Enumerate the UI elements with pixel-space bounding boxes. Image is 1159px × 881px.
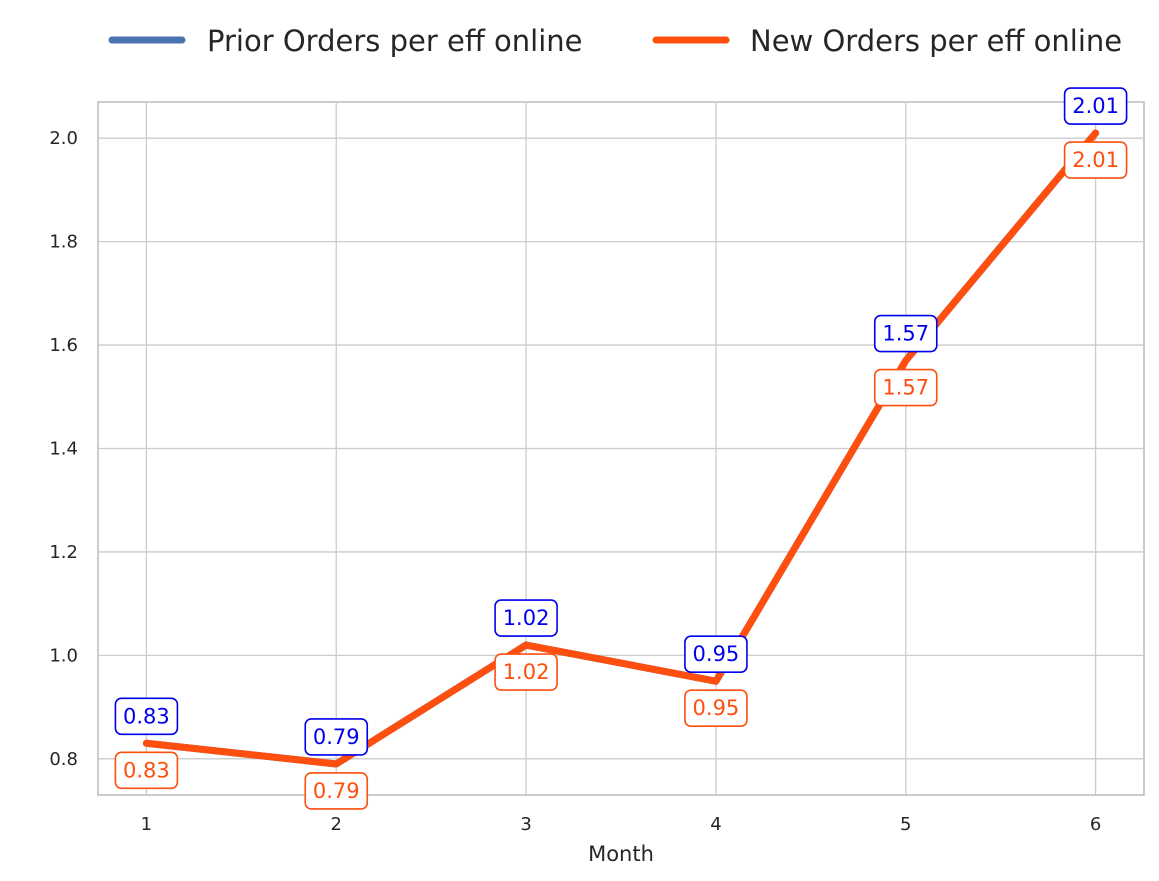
data-label-box xyxy=(873,314,938,353)
data-label-box xyxy=(114,697,179,736)
legend: Prior Orders per eff online New Orders p… xyxy=(108,24,1122,58)
y-tick-label: 2.0 xyxy=(49,128,78,149)
data-label-prior: 0.83 xyxy=(114,697,179,736)
data-label-box xyxy=(304,772,369,810)
data-label-new: 0.95 xyxy=(684,689,748,728)
plot-area: 1 2 3 4 5 6 0.8 1.0 1.2 1.4 1.6 1.8 2.0 0.83 0.79 1.02 0… xyxy=(49,87,1145,835)
x-tick-label: 2 xyxy=(331,814,342,835)
data-label-text: 0.83 xyxy=(123,704,170,728)
data-label-box xyxy=(873,368,938,407)
data-label-prior: 0.95 xyxy=(684,635,748,674)
data-label-box xyxy=(684,635,748,674)
data-label-text: 0.79 xyxy=(313,779,360,803)
data-label-text: 1.02 xyxy=(503,660,550,684)
y-tick-label: 0.8 xyxy=(49,749,78,770)
data-label-text: 2.01 xyxy=(1072,148,1119,172)
data-label-new: 0.79 xyxy=(304,772,369,810)
data-label-text: 0.79 xyxy=(313,725,360,749)
data-label-prior: 1.57 xyxy=(873,314,938,353)
data-label-new: 1.02 xyxy=(494,653,558,691)
data-label-text: 1.57 xyxy=(882,376,929,400)
data-label-new: 1.57 xyxy=(873,368,938,407)
plot-frame xyxy=(97,101,1145,796)
x-tick-label: 4 xyxy=(710,814,721,835)
x-tick-label: 6 xyxy=(1090,814,1101,835)
data-label-box xyxy=(684,689,748,728)
data-label-text: 1.57 xyxy=(882,322,929,346)
data-label-prior: 1.02 xyxy=(494,599,558,637)
legend-label-prior: Prior Orders per eff online xyxy=(207,24,582,58)
data-label-box xyxy=(1063,141,1128,179)
data-label-text: 0.95 xyxy=(693,642,740,666)
data-label-box xyxy=(494,599,558,637)
y-tick-label: 1.8 xyxy=(49,232,78,253)
y-tick-label: 1.2 xyxy=(49,542,78,563)
data-label-box xyxy=(1063,87,1128,125)
data-label-prior: 2.01 xyxy=(1063,87,1128,125)
y-tick-label: 1.6 xyxy=(49,335,78,356)
x-tick-label: 1 xyxy=(141,814,152,835)
data-label-box xyxy=(304,718,369,756)
x-tick-label: 3 xyxy=(520,814,531,835)
data-label-new: 2.01 xyxy=(1063,141,1128,179)
data-label-text: 1.02 xyxy=(503,606,550,630)
y-tick-label: 1.4 xyxy=(49,439,78,460)
x-axis-label: Month xyxy=(588,842,654,866)
x-tick-label: 5 xyxy=(900,814,911,835)
data-label-text: 0.83 xyxy=(123,758,170,782)
data-label-box xyxy=(494,653,558,691)
data-label-prior: 0.79 xyxy=(304,718,369,756)
data-label-text: 0.95 xyxy=(693,696,740,720)
data-label-new: 0.83 xyxy=(114,751,179,790)
data-label-box xyxy=(114,751,179,790)
y-tick-label: 1.0 xyxy=(49,645,78,666)
data-label-text: 2.01 xyxy=(1072,94,1119,118)
legend-label-new: New Orders per eff online xyxy=(750,24,1122,58)
